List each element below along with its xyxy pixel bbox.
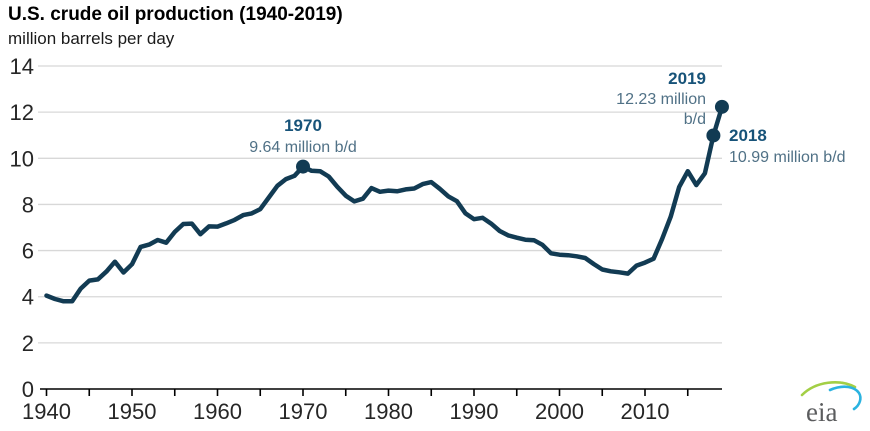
data-point-dot-2019 [714, 99, 729, 114]
data-point-dot-1970 [296, 159, 310, 174]
x-axis-label: 1950 [108, 399, 157, 424]
chart-title: U.S. crude oil production (1940-2019) [8, 4, 343, 25]
x-axis-label: 1940 [22, 399, 71, 424]
eia-logo-text: eia [806, 397, 837, 427]
annotation-2019-year: 2019 [668, 69, 706, 88]
x-axis-label: 1980 [364, 399, 413, 424]
annotation-2018-value: 10.99 million b/d [729, 149, 846, 166]
x-axis-label: 1960 [193, 399, 242, 424]
data-point-dot-2018 [706, 128, 721, 143]
annotation-1970-value: 9.64 million b/d [249, 139, 357, 156]
x-axis-label: 2000 [535, 399, 584, 424]
x-axis-label: 1970 [279, 399, 328, 424]
x-axis-label: 1990 [450, 399, 499, 424]
annotation-2019-value: b/d [684, 111, 706, 128]
eia-logo: eia [796, 378, 868, 430]
annotation-2018-year: 2018 [729, 126, 767, 145]
chart-subtitle: million barrels per day [8, 29, 175, 48]
y-axis-label: 14 [10, 54, 34, 79]
y-axis-label: 0 [22, 377, 34, 402]
y-axis-label: 8 [22, 192, 34, 217]
eia-logo-swoosh-blue-icon [828, 385, 862, 411]
annotation-1970-year: 1970 [284, 116, 322, 135]
x-axis-label: 2010 [621, 399, 670, 424]
y-axis-label: 6 [22, 239, 34, 264]
y-axis-label: 12 [10, 100, 34, 125]
production-line [44, 104, 725, 304]
annotation-2019-value: 12.23 million [616, 91, 706, 108]
y-axis-label: 2 [22, 331, 34, 356]
eia-logo-swoosh-green-icon [800, 381, 857, 397]
y-axis-label: 10 [10, 146, 34, 171]
y-axis-label: 4 [22, 285, 34, 310]
